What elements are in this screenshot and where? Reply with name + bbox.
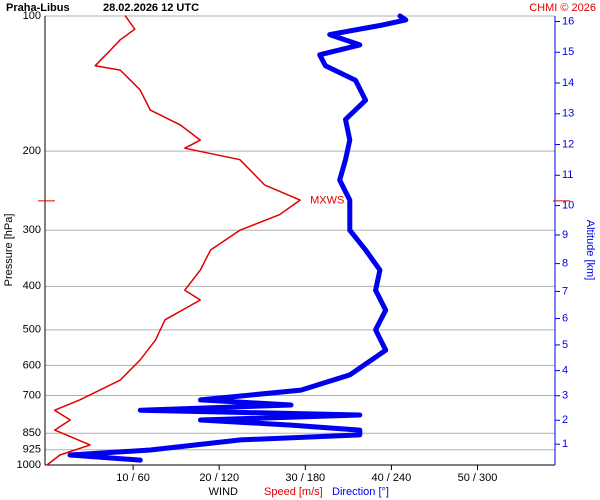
y2-tick-label: 1 [562,438,568,450]
legend-speed: Speed [m/s] [264,486,323,498]
y-tick-label: 200 [23,145,41,157]
y-tick-label: 300 [23,224,41,236]
y2-tick-label: 6 [562,312,568,324]
y2-tick-label: 2 [562,414,568,426]
y-tick-label: 1000 [17,459,41,471]
y2-tick-label: 9 [562,229,568,241]
x-tick-label: 40 / 240 [372,472,412,484]
y2-axis-label: Altitude [km] [584,220,596,281]
y-tick-label: 400 [23,280,41,292]
x-tick-label: 10 / 60 [116,472,150,484]
y-tick-label: 700 [23,389,41,401]
speed-line [46,15,301,466]
y-tick-label: 850 [23,427,41,439]
y2-tick-label: 11 [562,169,573,181]
y-axis-label: Pressure [hPa] [3,214,15,287]
y2-tick-label: 15 [562,46,574,58]
y2-tick-label: 7 [562,285,568,297]
y2-tick-label: 14 [562,77,574,89]
y2-tick-label: 12 [562,138,574,150]
y-tick-label: 100 [23,10,41,22]
legend-direction: Direction [°] [332,486,389,498]
credit: CHMI © 2026 [529,2,596,14]
y-tick-label: 500 [23,324,41,336]
y-tick-label: 925 [23,444,41,456]
direction-line [67,13,409,463]
chart-title: Praha-Libus [6,2,70,14]
y2-tick-label: 4 [562,365,568,377]
y2-tick-label: 5 [562,339,568,351]
x-tick-label: 20 / 120 [199,472,239,484]
y2-tick-label: 16 [562,15,574,27]
y2-tick-label: 8 [562,258,568,270]
chart-subtitle: 28.02.2026 12 UTC [103,2,199,14]
x-tick-label: 50 / 300 [458,472,498,484]
y2-tick-label: 10 [562,199,574,211]
x-axis-label: WIND [209,486,238,498]
y-tick-label: 600 [23,359,41,371]
annotation: MXWS [310,195,344,207]
y2-tick-label: 13 [562,108,574,120]
y2-tick-label: 3 [562,390,568,402]
x-tick-label: 30 / 180 [285,472,325,484]
